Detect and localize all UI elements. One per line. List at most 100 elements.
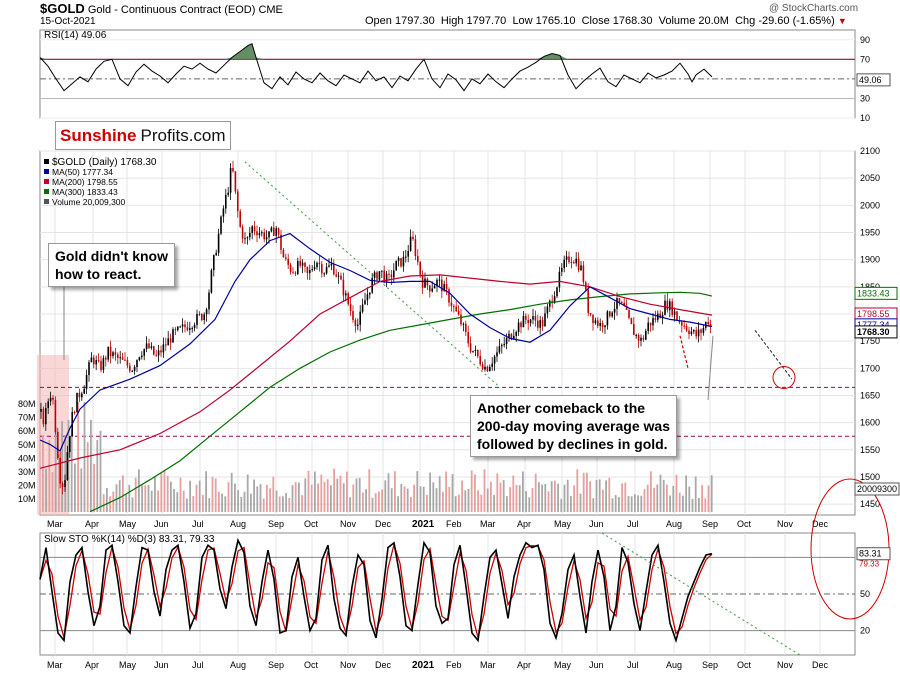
stoch-ytick: 50: [860, 589, 870, 599]
volume-bar: [634, 494, 636, 512]
volume-bar: [678, 492, 681, 512]
candle-body: [289, 264, 292, 272]
rsi-title: RSI(14) 49.06: [44, 30, 107, 41]
volume-bar: [374, 493, 377, 512]
x-month-label-bottom: Oct: [304, 660, 319, 670]
candle-body: [83, 388, 85, 394]
candle-body: [337, 275, 340, 277]
x-month-label: Aug: [666, 519, 682, 529]
volume-bar: [637, 495, 639, 512]
candle-body: [52, 397, 54, 400]
note-right: Another comeback to the 200-day moving a…: [470, 395, 677, 457]
candle-body: [385, 273, 388, 282]
volume-bar: [48, 439, 51, 512]
candle-body: [642, 337, 645, 340]
volume-bar: [275, 490, 278, 512]
candle-body: [263, 232, 265, 240]
candle-body: [349, 304, 352, 312]
volume-bar: [291, 485, 294, 512]
candle-body: [673, 311, 676, 315]
candle-body: [287, 258, 289, 265]
candle-body: [359, 311, 361, 325]
volume-bar: [413, 484, 415, 512]
candle-body: [592, 314, 594, 324]
volume-bar: [128, 484, 131, 512]
candle-body: [623, 302, 625, 306]
volume-bar: [109, 496, 111, 512]
volume-bar: [208, 498, 211, 512]
candle-body: [306, 266, 309, 274]
candle-body: [474, 349, 477, 351]
candle-body: [328, 265, 330, 267]
volume-bar: [211, 477, 214, 512]
candle-body: [486, 366, 489, 372]
candle-body: [249, 232, 251, 238]
volume-bar: [154, 475, 156, 512]
volume-bar: [694, 476, 697, 512]
candle-body: [345, 293, 347, 296]
open-value: Open 1797.30: [365, 15, 435, 27]
volume-bar: [45, 468, 47, 512]
volume-bar: [506, 496, 508, 512]
candle-body: [505, 337, 508, 344]
candle-body: [561, 268, 563, 272]
rsi-overbought-fill: [40, 57, 56, 60]
candle-body: [297, 261, 299, 274]
volume-bar: [138, 469, 140, 512]
volume-bar: [685, 475, 687, 512]
candle-body: [539, 320, 541, 328]
candle-body: [397, 258, 400, 261]
volume-bar: [438, 476, 441, 512]
candle-body: [340, 275, 342, 280]
candle-body: [311, 269, 313, 271]
volume-bar: [666, 484, 668, 512]
candle-body: [457, 311, 460, 315]
volume-bar: [602, 489, 604, 512]
volume-bar: [256, 486, 259, 512]
x-month-label-bottom: May: [554, 660, 572, 670]
candle-body: [253, 226, 256, 232]
candle-body: [532, 316, 534, 320]
candle-body: [352, 311, 354, 321]
volume-bar: [378, 491, 380, 512]
candle-body: [222, 208, 225, 217]
x-month-label: Aug: [230, 519, 246, 529]
candle-body: [59, 457, 61, 484]
candle-body: [541, 320, 544, 327]
legend-swatch: [44, 199, 49, 204]
volume-bar: [333, 468, 335, 512]
candle-body: [244, 238, 246, 240]
candle-body: [426, 278, 429, 286]
volume-bar: [282, 496, 284, 512]
stoch-ytick: 20: [860, 626, 870, 636]
volume-bar: [502, 480, 505, 512]
candle-body: [609, 311, 611, 317]
candle-body: [325, 266, 328, 274]
volume-bar: [74, 463, 76, 512]
legend-entry: MA(200) 1798.55: [52, 177, 118, 187]
volume-bar: [589, 481, 591, 512]
candle-body: [436, 279, 438, 287]
candle-body: [61, 483, 64, 488]
volume-tag-box: [854, 482, 900, 496]
candle-body: [563, 259, 565, 269]
x-month-label-bottom: Mar: [47, 660, 63, 670]
candle-body: [275, 228, 277, 236]
volume-bar: [298, 482, 300, 512]
volume-bar: [381, 489, 383, 512]
candle-body: [366, 294, 369, 301]
volume-bar: [259, 484, 262, 512]
x-month-label: May: [554, 519, 572, 529]
volume-bar: [170, 481, 172, 512]
candle-body: [525, 316, 527, 320]
candle-body: [549, 300, 551, 307]
volume-bar: [362, 492, 364, 512]
volume-bar: [422, 486, 425, 512]
volume-bar: [96, 439, 99, 512]
candle-body: [299, 261, 301, 266]
volume-bar: [669, 495, 671, 512]
target-circle: [772, 366, 796, 390]
x-month-label-bottom: Apr: [85, 660, 99, 670]
candle-body: [465, 323, 467, 333]
candle-body: [117, 354, 119, 358]
